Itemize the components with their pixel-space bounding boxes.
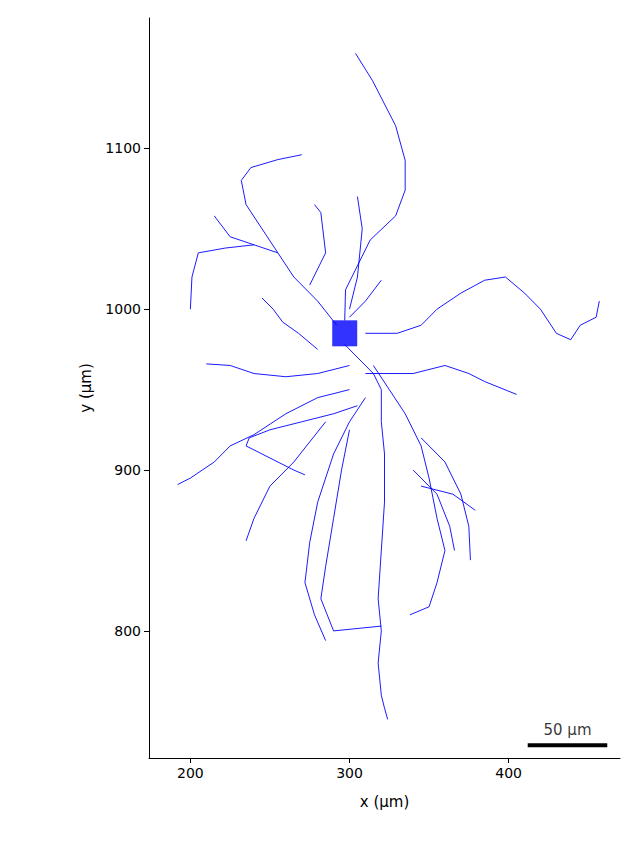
svg-text:800: 800 <box>114 623 141 639</box>
svg-text:900: 900 <box>114 462 141 478</box>
svg-text:1100: 1100 <box>105 140 141 156</box>
svg-text:50 µm: 50 µm <box>543 721 591 739</box>
svg-text:400: 400 <box>495 765 522 781</box>
svg-text:y (µm): y (µm) <box>77 363 95 413</box>
svg-text:1000: 1000 <box>105 301 141 317</box>
svg-text:300: 300 <box>336 765 363 781</box>
svg-text:200: 200 <box>177 765 204 781</box>
svg-text:x (µm): x (µm) <box>360 793 410 811</box>
